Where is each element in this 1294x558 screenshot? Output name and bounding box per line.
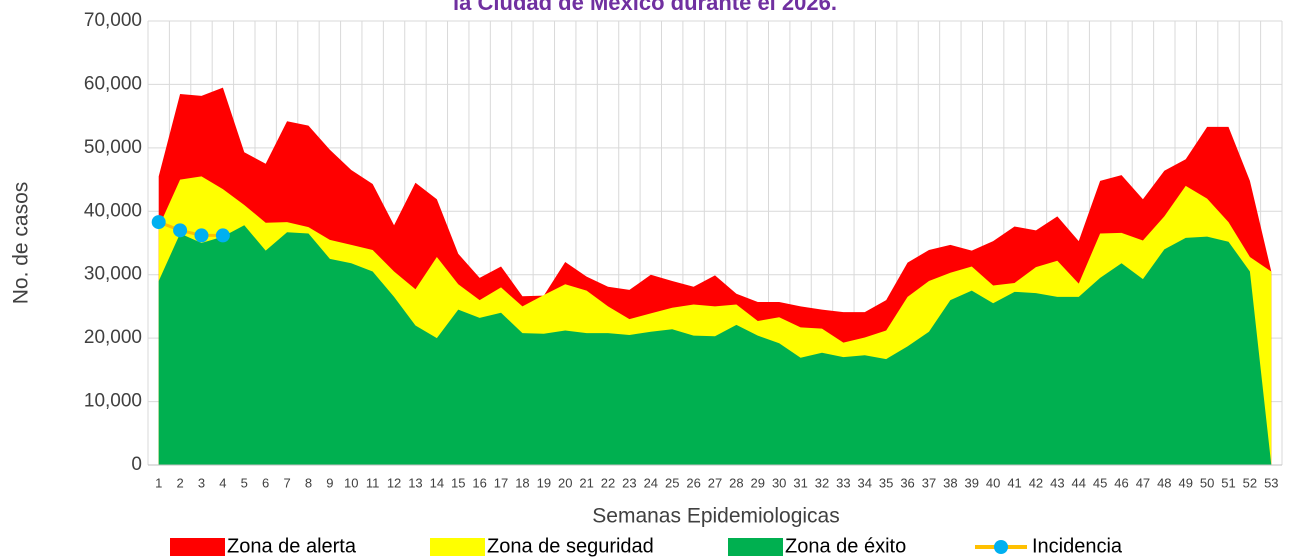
x-tick-label: 7 <box>283 475 290 490</box>
area <box>158 225 1272 465</box>
x-tick-label: 1 <box>155 475 162 490</box>
x-tick-label: 24 <box>644 475 658 490</box>
x-tick-label: 42 <box>1029 475 1043 490</box>
legend-label: Zona de alerta <box>227 535 357 557</box>
chart-title: la Ciudad de México durante el 2026. <box>453 0 837 15</box>
x-tick-label: 4 <box>219 475 226 490</box>
x-tick-label: 10 <box>344 475 358 490</box>
incidence-line <box>158 220 223 237</box>
y-tick-label: 0 <box>131 454 142 475</box>
x-tick-label: 21 <box>579 475 593 490</box>
x-tick-label: 2 <box>176 475 183 490</box>
x-tick-label: 18 <box>515 475 529 490</box>
x-tick-label: 27 <box>708 475 722 490</box>
legend-swatch <box>728 538 783 556</box>
x-tick-label: 51 <box>1221 475 1235 490</box>
x-tick-label: 17 <box>494 475 508 490</box>
legend-swatch <box>430 538 485 556</box>
legend-label: Zona de seguridad <box>487 535 654 557</box>
x-tick-label: 29 <box>751 475 765 490</box>
x-tick-label: 38 <box>943 475 957 490</box>
legend-marker <box>994 540 1008 554</box>
x-tick-label: 8 <box>305 475 312 490</box>
y-tick-label: 50,000 <box>84 137 142 158</box>
y-tick-label: 20,000 <box>84 327 142 348</box>
x-tick-label: 44 <box>1072 475 1086 490</box>
x-tick-label: 12 <box>387 475 401 490</box>
x-tick-label: 11 <box>366 475 380 490</box>
x-tick-label: 49 <box>1178 475 1192 490</box>
x-tick-label: 52 <box>1243 475 1257 490</box>
x-tick-label: 28 <box>729 475 743 490</box>
x-tick-label: 9 <box>326 475 333 490</box>
x-tick-label: 45 <box>1093 475 1107 490</box>
x-tick-label: 20 <box>558 475 572 490</box>
incidence-point <box>215 228 230 243</box>
x-tick-label: 31 <box>793 475 807 490</box>
x-tick-label: 5 <box>241 475 248 490</box>
x-tick-label: 40 <box>986 475 1000 490</box>
legend-label: Zona de éxito <box>785 535 906 557</box>
x-tick-label: 33 <box>836 475 850 490</box>
x-tick-label: 53 <box>1264 475 1278 490</box>
x-tick-label: 25 <box>665 475 679 490</box>
x-tick-label: 22 <box>601 475 615 490</box>
x-tick-label: 36 <box>900 475 914 490</box>
x-tick-label: 39 <box>965 475 979 490</box>
legend-swatch <box>170 538 225 556</box>
y-tick-label: 40,000 <box>84 200 142 221</box>
x-tick-label: 14 <box>430 475 444 490</box>
legend-label: Incidencia <box>1032 535 1123 557</box>
x-tick-label: 48 <box>1157 475 1171 490</box>
x-tick-label: 26 <box>686 475 700 490</box>
x-tick-label: 15 <box>451 475 465 490</box>
y-tick-label: 70,000 <box>84 10 142 31</box>
x-tick-label: 35 <box>879 475 893 490</box>
x-tick-label: 47 <box>1136 475 1150 490</box>
x-tick-label: 19 <box>537 475 551 490</box>
y-axis-label: No. de casos <box>10 182 33 305</box>
x-tick-label: 37 <box>922 475 936 490</box>
x-tick-label: 34 <box>858 475 872 490</box>
x-tick-label: 23 <box>622 475 636 490</box>
x-tick-label: 16 <box>472 475 486 490</box>
x-tick-label: 32 <box>815 475 829 490</box>
x-tick-label: 41 <box>1007 475 1021 490</box>
x-tick-label: 43 <box>1050 475 1064 490</box>
x-tick-label: 13 <box>408 475 422 490</box>
x-axis-label: Semanas Epidemiologicas <box>592 505 839 528</box>
x-tick-label: 46 <box>1114 475 1128 490</box>
incidence-point <box>173 223 188 238</box>
y-tick-label: 60,000 <box>84 73 142 94</box>
x-tick-label: 50 <box>1200 475 1214 490</box>
x-tick-label: 3 <box>198 475 205 490</box>
incidence-point <box>194 228 209 243</box>
x-tick-label: 30 <box>772 475 786 490</box>
y-tick-label: 10,000 <box>84 391 142 412</box>
incidence-point <box>151 215 166 230</box>
y-tick-label: 30,000 <box>84 264 142 285</box>
x-tick-label: 6 <box>262 475 269 490</box>
